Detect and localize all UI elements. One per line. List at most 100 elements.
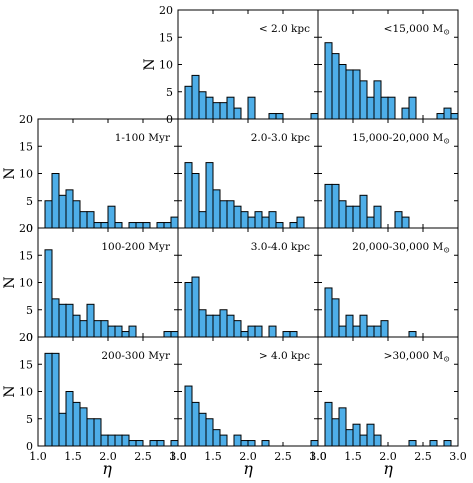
histogram-bar xyxy=(401,216,410,229)
y-tick-label: 0 xyxy=(166,113,173,126)
histogram-bar xyxy=(240,440,249,447)
histogram-panel: > 4.0 kpc xyxy=(177,336,319,447)
histogram-bar xyxy=(86,211,95,229)
y-tick-label: 5 xyxy=(26,304,33,317)
histogram-bar xyxy=(219,102,228,120)
y-tick-label: 5 xyxy=(26,195,33,208)
histogram-bar xyxy=(184,162,193,229)
panel-label: < 2.0 kpc xyxy=(259,23,310,35)
histogram-bar xyxy=(233,107,242,120)
x-axis-label: η xyxy=(383,459,393,478)
x-tick-label: 2.5 xyxy=(414,450,432,463)
histogram-bar xyxy=(44,249,53,338)
histogram-panel: 100-200 Myr xyxy=(37,227,179,338)
y-axis-label: N xyxy=(2,276,18,288)
y-tick-label: 0 xyxy=(26,222,33,235)
y-tick-label: 0 xyxy=(26,440,33,453)
y-tick-label: 10 xyxy=(19,277,33,290)
histogram-bar xyxy=(107,434,116,447)
histogram-bar xyxy=(128,325,137,338)
histogram-bar xyxy=(114,222,123,229)
histogram-bar xyxy=(345,205,354,229)
histogram-bar xyxy=(100,320,109,338)
histogram-bar xyxy=(44,352,53,447)
histogram-bar xyxy=(380,320,389,338)
histogram-bar xyxy=(156,440,165,447)
histogram-bar xyxy=(170,216,179,229)
histogram-bar xyxy=(331,183,340,229)
histogram-bar xyxy=(408,96,417,120)
histogram-bar xyxy=(359,434,368,447)
panel-label: 200-300 Myr xyxy=(101,350,171,362)
panel-label: <15,000 M⊙ xyxy=(384,23,450,37)
histogram-bar xyxy=(121,434,130,447)
histogram-bar xyxy=(58,303,67,338)
histogram-bar xyxy=(184,385,193,447)
histogram-bar xyxy=(380,96,389,120)
solar-mass-symbol: ⊙ xyxy=(443,28,450,37)
histogram-bar xyxy=(324,287,333,338)
histogram-bar xyxy=(205,314,214,338)
histogram-bar xyxy=(331,53,340,120)
histogram-bar xyxy=(436,113,445,120)
histogram-bar xyxy=(268,113,277,120)
histogram-bar xyxy=(289,331,298,338)
histogram-bar xyxy=(429,440,438,447)
y-tick-label: 15 xyxy=(19,358,33,371)
histogram-bar xyxy=(247,96,256,120)
histogram-bar xyxy=(282,331,291,338)
y-tick-label: 20 xyxy=(159,4,173,17)
y-axis-label: N xyxy=(2,385,18,397)
histogram-panel: 1-100 Myr xyxy=(37,118,179,229)
solar-mass-symbol: ⊙ xyxy=(443,246,450,255)
histogram-bar xyxy=(366,325,375,338)
histogram-bar xyxy=(275,113,284,120)
histogram-bar xyxy=(338,325,347,338)
x-tick-label: 3.0 xyxy=(309,450,327,463)
histogram-bar xyxy=(93,320,102,338)
histogram-bar xyxy=(93,222,102,229)
histogram-bar xyxy=(373,434,382,447)
histogram-panel: 15,000-20,000 M⊙ xyxy=(317,118,459,229)
histogram-bar xyxy=(86,418,95,447)
y-tick-label: 15 xyxy=(19,140,33,153)
x-tick-label: 3.0 xyxy=(169,450,187,463)
y-axis-label: N xyxy=(2,167,18,179)
histogram-bar xyxy=(240,211,249,229)
histogram-bar xyxy=(107,205,116,229)
histogram-bar xyxy=(135,440,144,447)
y-tick-label: 20 xyxy=(19,331,33,344)
histogram-bar xyxy=(359,80,368,120)
histogram-bar xyxy=(219,434,228,447)
x-tick-label: 1.5 xyxy=(344,450,362,463)
histogram-bar xyxy=(72,401,81,447)
histogram-bar xyxy=(408,440,417,447)
histogram-bar xyxy=(79,320,88,338)
histogram-bar xyxy=(205,418,214,447)
histogram-bar xyxy=(338,64,347,120)
y-tick-label: 5 xyxy=(26,413,33,426)
panel-label: 1-100 Myr xyxy=(115,132,171,144)
panel-label: > 4.0 kpc xyxy=(259,350,310,362)
histogram-bar xyxy=(310,440,319,447)
histogram-bar xyxy=(65,391,74,447)
histogram-panel: >30,000 M⊙ xyxy=(317,336,459,447)
histogram-bar xyxy=(324,183,333,229)
histogram-bar xyxy=(51,352,60,447)
x-tick-label: 1.5 xyxy=(64,450,82,463)
x-tick-label: 3.0 xyxy=(449,450,467,463)
histogram-panel: <15,000 M⊙ xyxy=(317,9,459,120)
histogram-bar xyxy=(128,440,137,447)
histogram-bar xyxy=(366,423,375,447)
histogram-bar xyxy=(387,96,396,120)
histogram-bar xyxy=(219,309,228,338)
histogram-bar xyxy=(254,325,263,338)
histogram-bar xyxy=(289,222,298,229)
x-tick-label: 2.0 xyxy=(239,450,257,463)
x-tick-label: 1.5 xyxy=(204,450,222,463)
histogram-bar xyxy=(93,418,102,447)
x-tick-label: 1.0 xyxy=(309,450,327,463)
histogram-bar xyxy=(72,314,81,338)
histogram-bar xyxy=(261,216,270,229)
